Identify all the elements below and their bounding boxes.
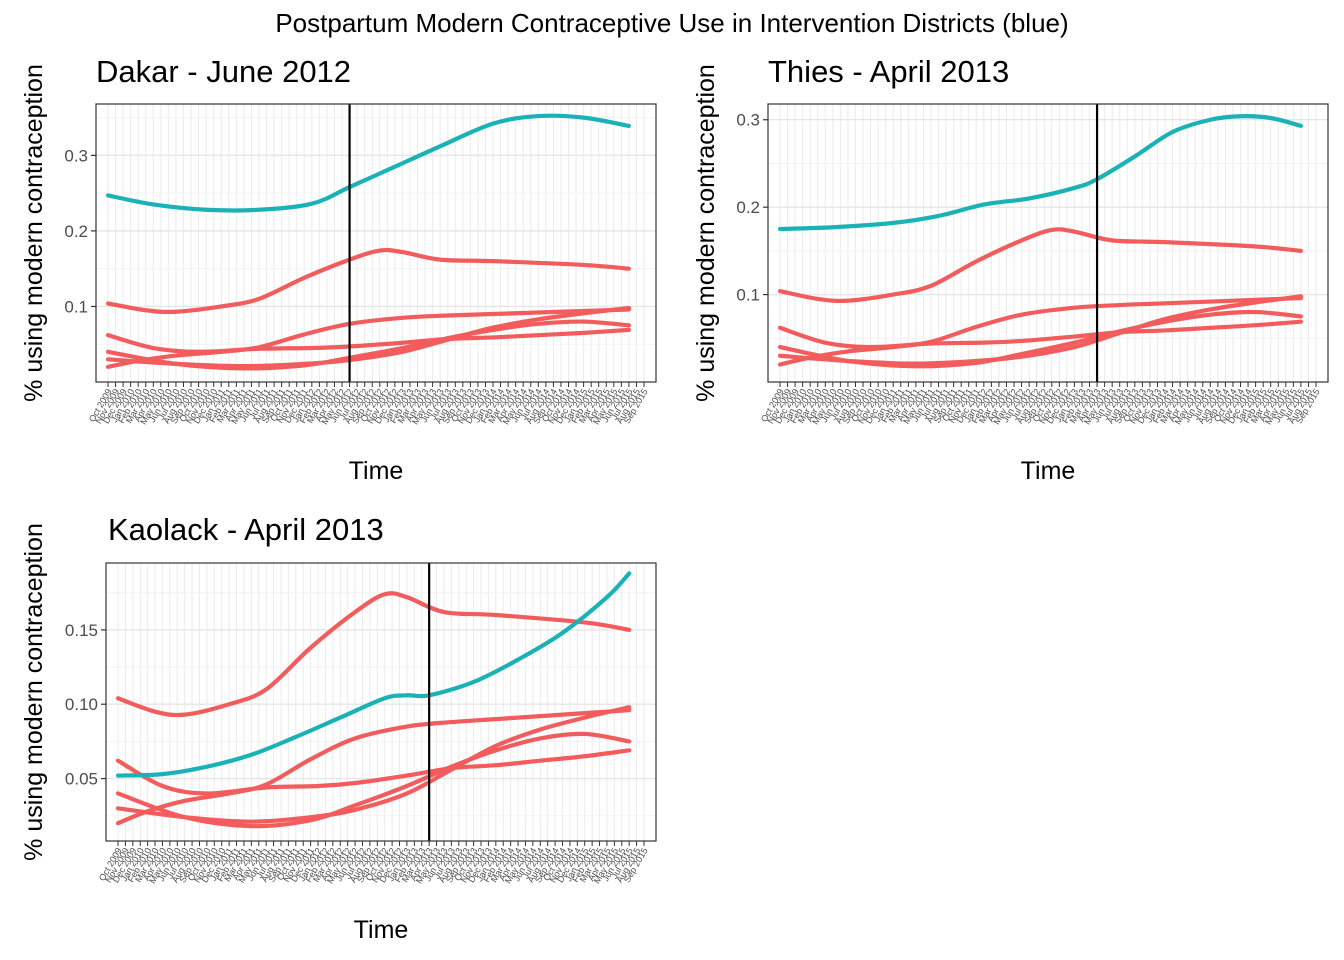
comparison-series-line-1 xyxy=(777,227,1303,304)
panel-kaolack: Kaolack - April 2013 0.05 0.10 0.15 Oct 2009… xyxy=(20,512,657,944)
panel-border xyxy=(767,103,1329,383)
x-axis-title: Time xyxy=(349,457,404,485)
y-axis-title: % using modern contraception xyxy=(20,523,48,861)
comparison-series-line-3 xyxy=(777,295,1303,367)
y-tick-label: 0.1 xyxy=(64,297,88,316)
y-axis-title: % using modern contraception xyxy=(692,64,720,402)
comparison-series-line-3 xyxy=(115,708,632,826)
gridlines xyxy=(96,104,656,383)
y-tick-label: 0.2 xyxy=(64,222,88,241)
comparison-series-line-5 xyxy=(105,305,631,369)
y-tick-label: 0.05 xyxy=(65,770,98,789)
comparison-series-line-1 xyxy=(115,591,632,718)
panel-title: Kaolack - April 2013 xyxy=(108,512,384,547)
y-axis: 0.1 0.2 0.3 xyxy=(736,111,768,305)
comparison-series-line-5 xyxy=(115,705,632,824)
y-tick-label: 0.3 xyxy=(736,111,760,130)
panel-border xyxy=(105,562,657,842)
y-axis: 0.1 0.2 0.3 xyxy=(64,146,96,316)
intervention-series-line xyxy=(105,113,631,213)
panel-title: Thies - April 2013 xyxy=(768,54,1009,89)
series-lines xyxy=(115,571,632,829)
x-axis-title: Time xyxy=(354,916,409,944)
comparison-series-line-4 xyxy=(115,731,632,829)
panel-border xyxy=(95,103,657,383)
y-tick-label: 0.1 xyxy=(736,286,760,305)
intervention-series-line xyxy=(777,114,1303,232)
series-lines xyxy=(777,114,1303,369)
comparison-series-line-2 xyxy=(105,327,631,354)
y-tick-label: 0.2 xyxy=(736,198,760,217)
y-tick-label: 0.3 xyxy=(64,146,88,165)
y-tick-label: 0.10 xyxy=(65,695,98,714)
comparison-series-line-5 xyxy=(777,294,1303,366)
intervention-series-line xyxy=(115,571,632,778)
y-tick-label: 0.15 xyxy=(65,621,98,640)
x-axis-title: Time xyxy=(1021,457,1076,485)
comparison-series-line-2 xyxy=(115,748,632,796)
y-axis: 0.05 0.10 0.15 xyxy=(65,621,106,789)
plot-background xyxy=(96,104,656,382)
comparison-series-line-2 xyxy=(777,319,1303,350)
figure-title: Postpartum Modern Contraceptive Use in I… xyxy=(275,8,1068,38)
panel-title: Dakar - June 2012 xyxy=(96,54,351,89)
plot-background xyxy=(768,104,1328,382)
y-axis-title: % using modern contraception xyxy=(20,64,48,402)
